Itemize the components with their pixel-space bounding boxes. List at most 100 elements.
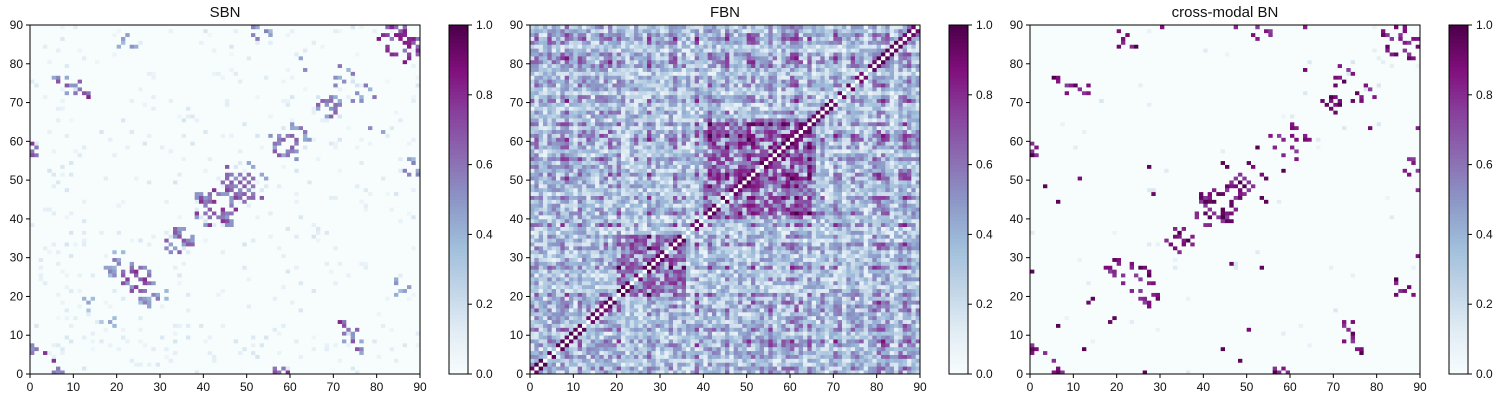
heatmap-cell bbox=[30, 358, 35, 362]
heatmap-cell bbox=[403, 207, 408, 211]
heatmap-cell bbox=[143, 203, 148, 207]
heatmap-cell bbox=[125, 300, 130, 304]
heatmap-cell bbox=[43, 366, 48, 370]
heatmap-cell bbox=[377, 265, 382, 269]
heatmap-cell bbox=[290, 281, 295, 285]
heatmap-cell bbox=[112, 300, 117, 304]
heatmap-cell bbox=[212, 265, 217, 269]
heatmap-cell bbox=[368, 362, 373, 366]
heatmap-cell bbox=[104, 231, 109, 235]
heatmap-cell bbox=[325, 308, 330, 312]
heatmap-cell bbox=[212, 176, 217, 180]
heatmap-cell bbox=[91, 211, 96, 215]
heatmap-cell bbox=[30, 219, 35, 223]
heatmap-cell bbox=[325, 312, 330, 316]
heatmap-cell bbox=[251, 165, 256, 169]
heatmap-cell bbox=[73, 320, 78, 324]
heatmap-cell bbox=[303, 366, 308, 370]
heatmap-cell bbox=[95, 339, 100, 343]
heatmap-cell bbox=[104, 339, 109, 343]
heatmap-cell bbox=[169, 219, 174, 223]
heatmap-cell bbox=[164, 269, 169, 273]
heatmap-cell bbox=[342, 258, 347, 262]
heatmap-cell bbox=[65, 207, 70, 211]
heatmap-cell bbox=[234, 188, 239, 192]
heatmap-cell bbox=[273, 312, 278, 316]
heatmap-cell bbox=[242, 196, 247, 200]
heatmap-cell bbox=[169, 192, 174, 196]
heatmap-cell bbox=[355, 165, 360, 169]
heatmap-cell bbox=[47, 300, 52, 304]
heatmap-cell bbox=[247, 192, 252, 196]
heatmap-cell bbox=[86, 343, 91, 347]
heatmap-cell bbox=[351, 300, 356, 304]
heatmap-cell bbox=[346, 242, 351, 246]
heatmap-cell bbox=[65, 324, 70, 328]
heatmap-cell bbox=[52, 273, 57, 277]
heatmap-cell bbox=[234, 273, 239, 277]
heatmap-cell bbox=[216, 285, 221, 289]
heatmap-cell bbox=[403, 165, 408, 169]
heatmap-cell bbox=[78, 339, 83, 343]
heatmap-cell bbox=[225, 269, 230, 273]
heatmap-cell bbox=[351, 296, 356, 300]
heatmap-cell bbox=[242, 285, 247, 289]
heatmap-cell bbox=[312, 324, 317, 328]
heatmap-cell bbox=[294, 312, 299, 316]
heatmap-cell bbox=[216, 289, 221, 293]
heatmap-cell bbox=[121, 258, 126, 262]
heatmap-cell bbox=[316, 254, 321, 258]
heatmap-cell bbox=[368, 188, 373, 192]
heatmap-cell bbox=[229, 250, 234, 254]
heatmap-cell bbox=[264, 172, 269, 176]
heatmap-cell bbox=[212, 246, 217, 250]
heatmap-cell bbox=[312, 211, 317, 215]
heatmap-cell bbox=[65, 355, 70, 359]
heatmap-cell bbox=[359, 262, 364, 266]
heatmap-cell bbox=[372, 316, 377, 320]
heatmap-cell bbox=[390, 184, 395, 188]
heatmap-cell bbox=[338, 262, 343, 266]
heatmap-cell bbox=[264, 258, 269, 262]
heatmap-cell bbox=[173, 227, 178, 231]
heatmap-cell bbox=[104, 312, 109, 316]
heatmap-cell bbox=[112, 335, 117, 339]
heatmap-cell bbox=[78, 355, 83, 359]
heatmap-cell bbox=[69, 335, 74, 339]
heatmap-cell bbox=[199, 203, 204, 207]
heatmap-cell bbox=[394, 324, 399, 328]
heatmap-cell bbox=[338, 335, 343, 339]
heatmap-cell bbox=[329, 168, 334, 172]
heatmap-cell bbox=[117, 246, 122, 250]
heatmap-cell bbox=[264, 281, 269, 285]
heatmap-cell bbox=[346, 172, 351, 176]
heatmap-cell bbox=[411, 262, 416, 266]
heatmap-cell bbox=[355, 258, 360, 262]
heatmap-cell bbox=[329, 234, 334, 238]
heatmap-cell bbox=[43, 211, 48, 215]
heatmap-cell bbox=[65, 347, 70, 351]
heatmap-cell bbox=[91, 296, 96, 300]
heatmap-cell bbox=[281, 355, 286, 359]
heatmap-cell bbox=[390, 265, 395, 269]
heatmap-cell bbox=[147, 277, 152, 281]
heatmap-cell bbox=[234, 262, 239, 266]
heatmap-cell bbox=[351, 362, 356, 366]
heatmap-cell bbox=[364, 207, 369, 211]
heatmap-cell bbox=[212, 289, 217, 293]
heatmap-cell bbox=[199, 300, 204, 304]
heatmap-cell bbox=[260, 227, 265, 231]
heatmap-cell bbox=[312, 293, 317, 297]
heatmap-cell bbox=[203, 343, 208, 347]
heatmap-cell bbox=[264, 362, 269, 366]
heatmap-cell bbox=[147, 296, 152, 300]
heatmap-cell bbox=[255, 339, 260, 343]
heatmap-cell bbox=[372, 196, 377, 200]
heatmap-cell bbox=[52, 211, 57, 215]
heatmap-cell bbox=[125, 176, 130, 180]
heatmap-cell bbox=[186, 289, 191, 293]
heatmap-cell bbox=[156, 362, 161, 366]
heatmap-cell bbox=[134, 351, 139, 355]
heatmap-cell bbox=[411, 184, 416, 188]
heatmap-cell bbox=[99, 258, 104, 262]
